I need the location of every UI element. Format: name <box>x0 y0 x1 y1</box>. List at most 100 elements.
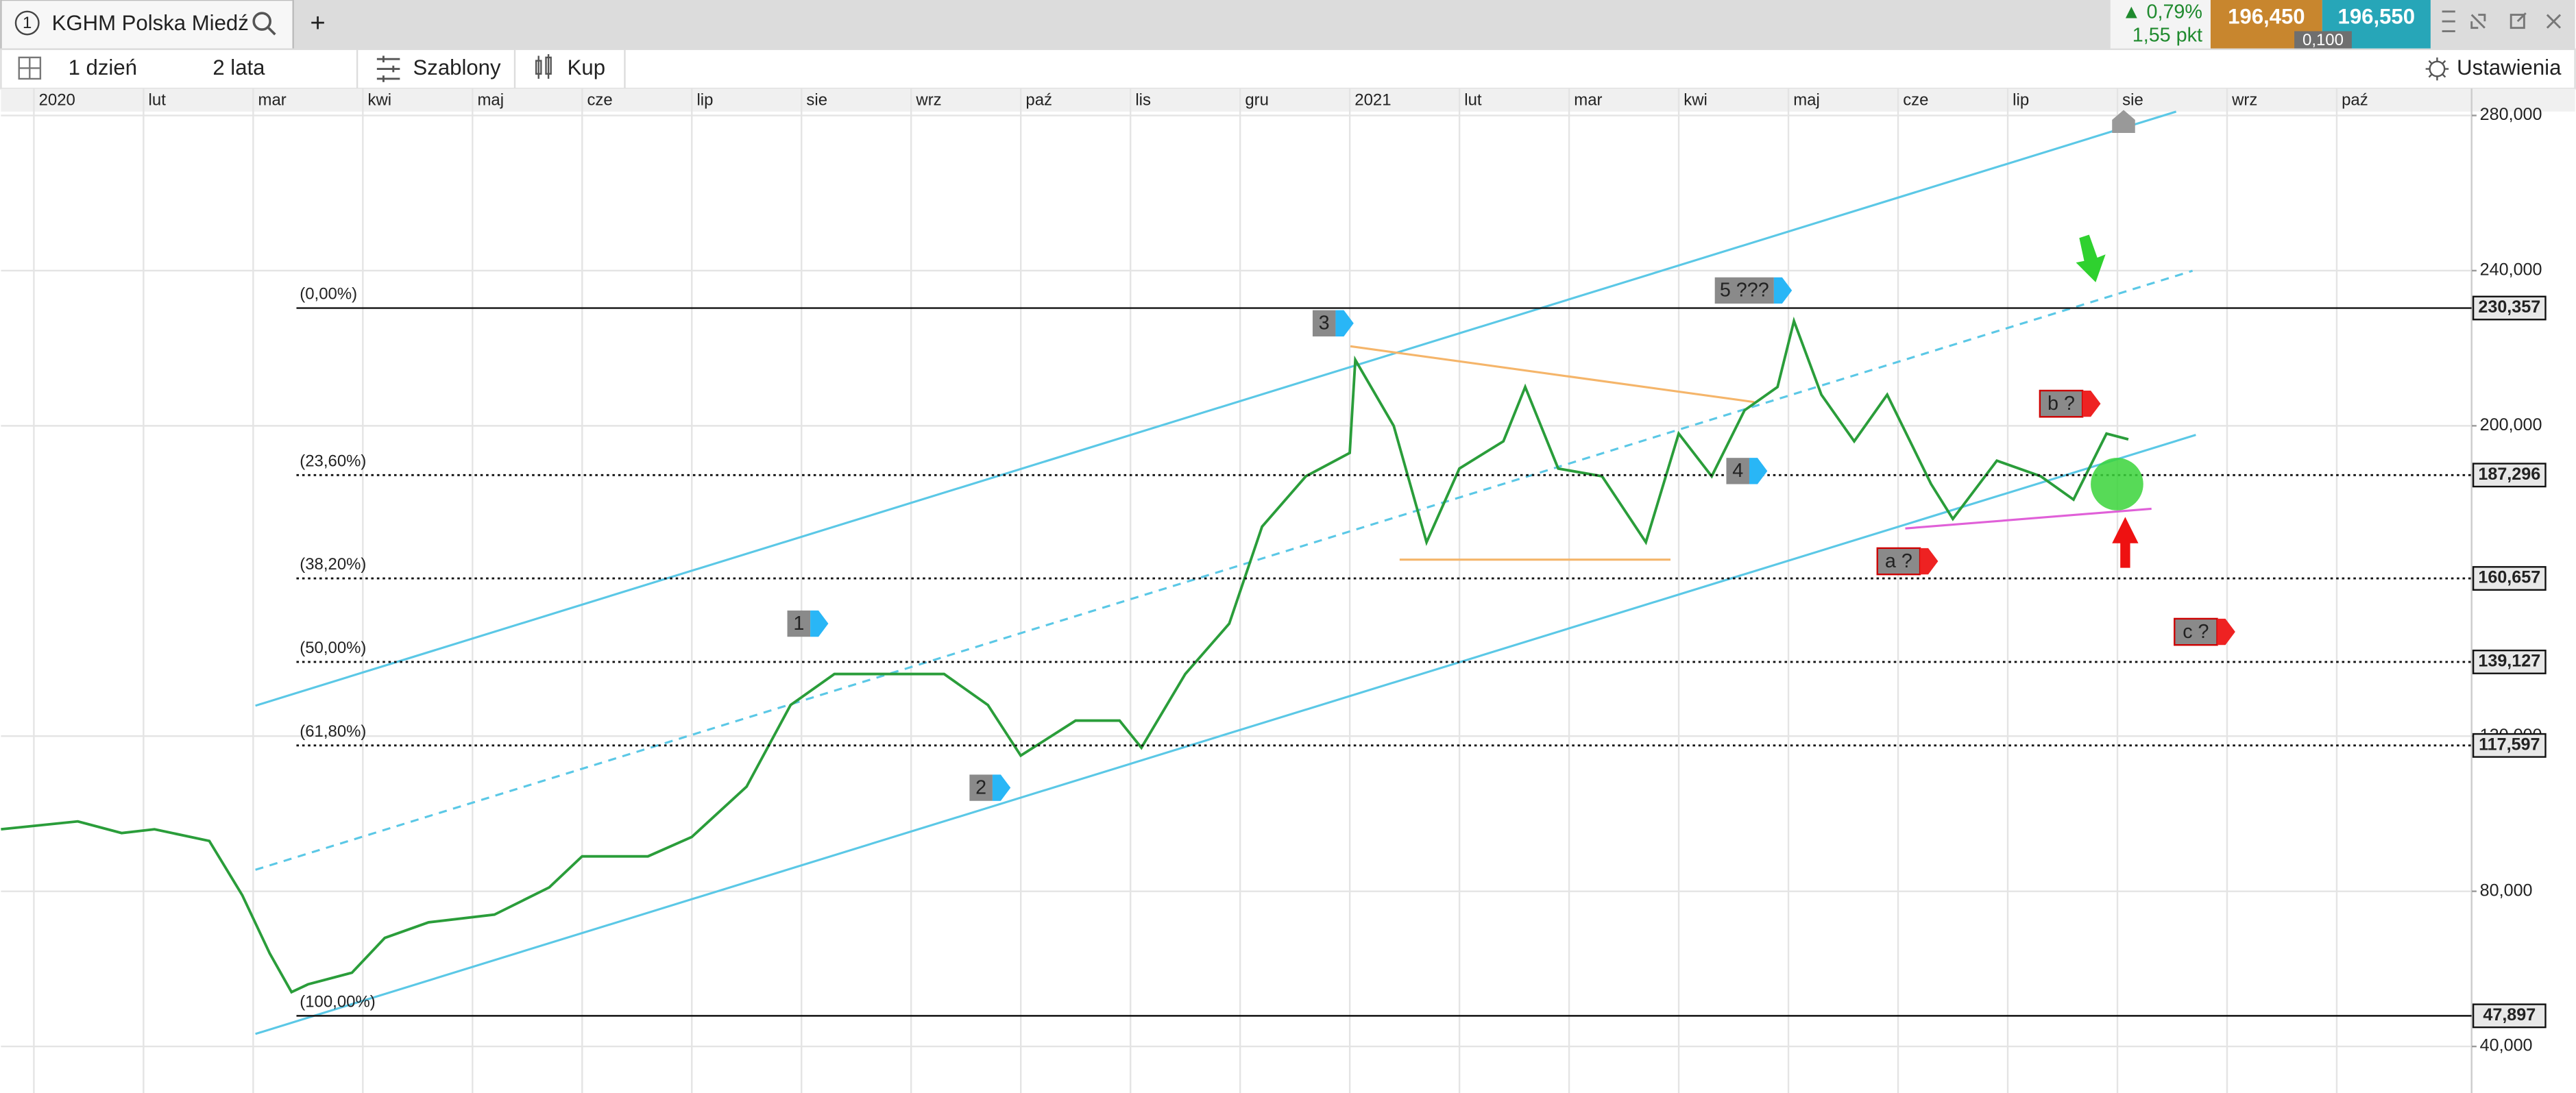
price-tag-label: 160,657 <box>2478 568 2540 587</box>
grid: 2020 lut mar kwi maj cze lip sie wrz paź lis gru 202… <box>1 88 2542 1093</box>
markers <box>2076 110 2143 568</box>
price-tag-label: 139,127 <box>2478 652 2540 671</box>
wave-label: 5 ??? <box>1720 280 1769 302</box>
wave-label-tag <box>1920 548 1939 575</box>
search-icon[interactable] <box>252 12 276 36</box>
price-tag <box>2472 649 2547 674</box>
wave-label-box <box>1312 310 1336 336</box>
plot <box>1 307 2472 1017</box>
wave-label-box <box>1714 277 1774 304</box>
shrink-icon[interactable] <box>2470 14 2486 29</box>
buy[interactable]: Kup <box>568 56 605 79</box>
wave-label: b ? <box>2048 393 2075 415</box>
wave-label-tag <box>2082 390 2101 417</box>
instrument-name: KGHM Polska Miedź <box>52 11 249 35</box>
wave-label: 1 <box>793 613 804 635</box>
channel-upper <box>255 110 2177 707</box>
fib-ratio: (61,80%) <box>300 722 366 741</box>
y-tick-label: 40,000 <box>2480 1036 2533 1055</box>
price-tag-label: 47,897 <box>2483 1005 2536 1024</box>
change-box <box>2110 0 2211 49</box>
templates-icon <box>376 56 400 82</box>
price-axis-area <box>2471 111 2575 1093</box>
wave-label: 3 <box>1319 312 1330 334</box>
red-arrow <box>2112 517 2139 568</box>
close-icon[interactable] <box>2546 14 2562 29</box>
settings[interactable]: Ustawienia <box>2457 56 2562 79</box>
wave-label-box <box>969 774 993 801</box>
spread: 0,100 <box>2302 31 2344 49</box>
x-tick-label: mar <box>1574 91 1602 110</box>
spread-box <box>2294 31 2352 49</box>
instrument-tab[interactable] <box>0 0 294 51</box>
wave-label-tag <box>1335 310 1354 336</box>
y-tick-label: 240,000 <box>2480 260 2542 280</box>
price-tag <box>2472 1003 2547 1029</box>
x-tick-label: gru <box>1245 91 1269 110</box>
change-pct: ▲ 0,79% <box>2122 1 2202 23</box>
price-line <box>1 316 2129 994</box>
toolbar <box>0 48 2576 90</box>
home-marker <box>2112 110 2135 133</box>
labels: (0,00%) 230,357 (23,60%) 187,296 (38,20%) 160… <box>300 277 2547 1029</box>
green-arrow <box>2076 234 2106 282</box>
price-tag-label: 187,296 <box>2478 465 2540 484</box>
x-tick-label: kwi <box>368 91 392 110</box>
settings-icon <box>2425 57 2449 81</box>
price-tag <box>2472 463 2547 488</box>
channel-lower <box>255 434 2196 1035</box>
fib-ratio: (50,00%) <box>300 639 366 657</box>
wave-label: c ? <box>2183 621 2209 643</box>
fib-ratio: (38,20%) <box>300 555 366 574</box>
bid-price: 196,450 <box>2228 5 2305 29</box>
range[interactable]: 2 lata <box>212 56 265 79</box>
wave-label-tag <box>810 610 829 637</box>
templates[interactable]: Szablony <box>413 56 501 79</box>
wave-label: 2 <box>975 776 986 798</box>
wave-label-tag <box>1749 458 1768 484</box>
buy-icon <box>535 54 552 79</box>
wave-label-tag <box>2217 618 2235 646</box>
green-circle <box>2091 458 2143 511</box>
x-tick-label: lut <box>149 91 167 110</box>
tab-number-circle <box>14 10 40 36</box>
channel-middle <box>255 269 2194 871</box>
wave-label: a ? <box>1885 550 1912 572</box>
triangle-upper <box>1350 345 1755 404</box>
wave-label-tag <box>992 774 1011 801</box>
layout-icon[interactable] <box>18 56 42 80</box>
wave-label: 4 <box>1732 460 1743 482</box>
fib-ratio: (23,60%) <box>300 452 366 470</box>
x-tick-label: wrz <box>2231 91 2257 110</box>
wave-label-box <box>2174 617 2218 646</box>
drawings <box>255 110 2196 1035</box>
fib-ratio: (100,00%) <box>300 993 375 1011</box>
add-tab[interactable]: + <box>310 8 325 38</box>
x-tick-label: cze <box>1903 91 1928 110</box>
window-controls <box>2442 10 2562 32</box>
tab-number: 1 <box>23 14 32 32</box>
interval[interactable]: 1 dzień <box>69 56 137 79</box>
wave-label-box <box>1726 458 1749 484</box>
x-tick-label: wrz <box>915 91 941 110</box>
x-tick-label: maj <box>477 91 504 110</box>
detach-icon[interactable] <box>2510 12 2527 29</box>
x-tick-label: cze <box>587 91 612 110</box>
x-tick-label: sie <box>2122 91 2143 110</box>
price-tag-label: 230,357 <box>2478 297 2540 317</box>
x-tick-label: lip <box>2013 91 2029 110</box>
x-tick-label: sie <box>806 91 827 110</box>
x-tick-label: kwi <box>1684 91 1708 110</box>
ask-price: 196,550 <box>2338 5 2416 29</box>
x-tick-label: maj <box>1793 91 1820 110</box>
x-tick-label: paź <box>2342 91 2368 110</box>
menu-icon[interactable] <box>2442 10 2455 32</box>
time-axis-strip <box>1 88 2575 112</box>
x-tick-label: lis <box>1135 91 1151 110</box>
wave-label-box <box>787 610 811 637</box>
toolbar-separators <box>356 49 626 89</box>
x-tick-label: lip <box>696 91 713 110</box>
